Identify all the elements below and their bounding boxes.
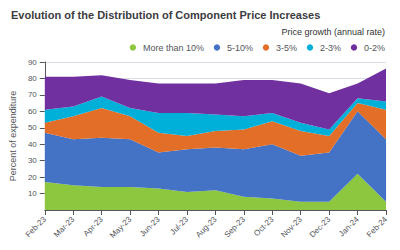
svg-text:Jan-24: Jan-24 bbox=[337, 214, 361, 238]
svg-text:Sep-23: Sep-23 bbox=[222, 214, 247, 239]
svg-text:May-23: May-23 bbox=[108, 214, 134, 240]
svg-text:Aug-23: Aug-23 bbox=[194, 214, 219, 239]
svg-text:Mar-23: Mar-23 bbox=[52, 214, 77, 239]
svg-text:Jun-23: Jun-23 bbox=[138, 214, 162, 238]
svg-text:Jul-23: Jul-23 bbox=[168, 214, 190, 236]
svg-text:5-10%: 5-10% bbox=[227, 43, 253, 53]
svg-text:80: 80 bbox=[28, 74, 37, 83]
svg-text:More than 10%: More than 10% bbox=[143, 43, 204, 53]
svg-text:Feb-24: Feb-24 bbox=[365, 214, 390, 239]
svg-text:3-5%: 3-5% bbox=[276, 43, 297, 53]
svg-text:Oct-23: Oct-23 bbox=[252, 214, 276, 238]
svg-text:2-3%: 2-3% bbox=[320, 43, 341, 53]
svg-text:40: 40 bbox=[28, 140, 37, 149]
svg-text:Nov-23: Nov-23 bbox=[279, 214, 304, 239]
svg-text:Apr-23: Apr-23 bbox=[82, 214, 106, 238]
svg-text:30: 30 bbox=[28, 156, 37, 165]
svg-text:Percent of expenditure: Percent of expenditure bbox=[8, 91, 18, 182]
svg-text:90: 90 bbox=[28, 58, 37, 67]
svg-text:Evolution of the Distribution: Evolution of the Distribution of Compone… bbox=[11, 9, 320, 21]
svg-text:20: 20 bbox=[28, 173, 37, 182]
svg-text:Dec-23: Dec-23 bbox=[308, 214, 333, 239]
svg-text:Price growth (annual rate): Price growth (annual rate) bbox=[281, 27, 385, 37]
svg-text:50: 50 bbox=[28, 123, 37, 132]
svg-text:0-2%: 0-2% bbox=[364, 43, 385, 53]
svg-text:60: 60 bbox=[28, 107, 37, 116]
svg-text:10: 10 bbox=[28, 189, 37, 198]
svg-text:Feb-23: Feb-23 bbox=[24, 214, 49, 239]
svg-text:70: 70 bbox=[28, 90, 37, 99]
